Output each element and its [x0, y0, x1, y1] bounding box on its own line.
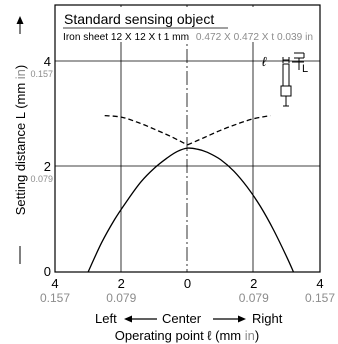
inset-L-label: L: [302, 63, 308, 75]
y-tick-label-inch: 0.079: [30, 174, 53, 184]
inset-ell-label: ℓ: [262, 54, 267, 69]
right-arrowhead-icon: [238, 315, 246, 323]
y-axis-label-unit: in: [13, 69, 28, 79]
plot-frame: [54, 4, 321, 273]
x-tick-label: 4: [51, 276, 58, 291]
series-line-1: [104, 114, 188, 146]
x-tick-label: 2: [250, 276, 257, 291]
x-tick-label-inch: 0.157: [305, 291, 335, 305]
y-axis-label-main: Setting distance L (mm: [13, 79, 28, 215]
x-axis-label-end: ): [255, 328, 259, 343]
x-axis-label-unit: in: [245, 328, 255, 343]
x-tick-label-inch: 0.079: [239, 291, 269, 305]
series-layer: [87, 114, 295, 273]
x-axis-label: Operating point ℓ (mm in): [115, 328, 259, 343]
series-line-0: [87, 147, 295, 273]
direction-center-label: Center: [162, 311, 202, 326]
x-tick-label-inch: 0.079: [106, 291, 136, 305]
y-axis-label-end: ): [13, 65, 28, 69]
y-tick-label: 0: [44, 264, 51, 279]
title-box: [57, 7, 315, 42]
y-axis-label: Setting distance L (mm in): [13, 65, 28, 216]
x-axis-label-main: Operating point ℓ (mm: [115, 328, 245, 343]
x-tick-label: 2: [118, 276, 125, 291]
chart-title: Standard sensing object: [64, 11, 214, 27]
y-tick-label-inch: 0.157: [30, 69, 53, 79]
direction-left-label: Left: [95, 311, 117, 326]
y-axis-label-group: Setting distance L (mm in): [13, 16, 28, 264]
y-tick-label: 2: [44, 159, 51, 174]
x-tick-label: 4: [316, 276, 323, 291]
x-tick-label: 0: [184, 276, 191, 291]
subtitle-mm: Iron sheet 12 X 12 X t 1 mm: [63, 32, 189, 43]
y-tick-label: 4: [44, 54, 51, 69]
sensor-diagram-icon: [280, 52, 305, 107]
direction-row: Left Center Right: [95, 311, 283, 326]
series-line-2: [187, 114, 271, 146]
x-tick-label-inch: 0.157: [40, 291, 70, 305]
direction-right-label: Right: [252, 311, 283, 326]
y-axis-arrowhead-icon: [16, 16, 24, 24]
left-arrowhead-icon: [124, 315, 132, 323]
grid: [55, 5, 320, 272]
chart-subtitle: Iron sheet 12 X 12 X t 1 mm 0.472 X 0.47…: [63, 32, 313, 43]
subtitle-inch: 0.472 X 0.472 X t 0.039 in: [196, 32, 313, 43]
